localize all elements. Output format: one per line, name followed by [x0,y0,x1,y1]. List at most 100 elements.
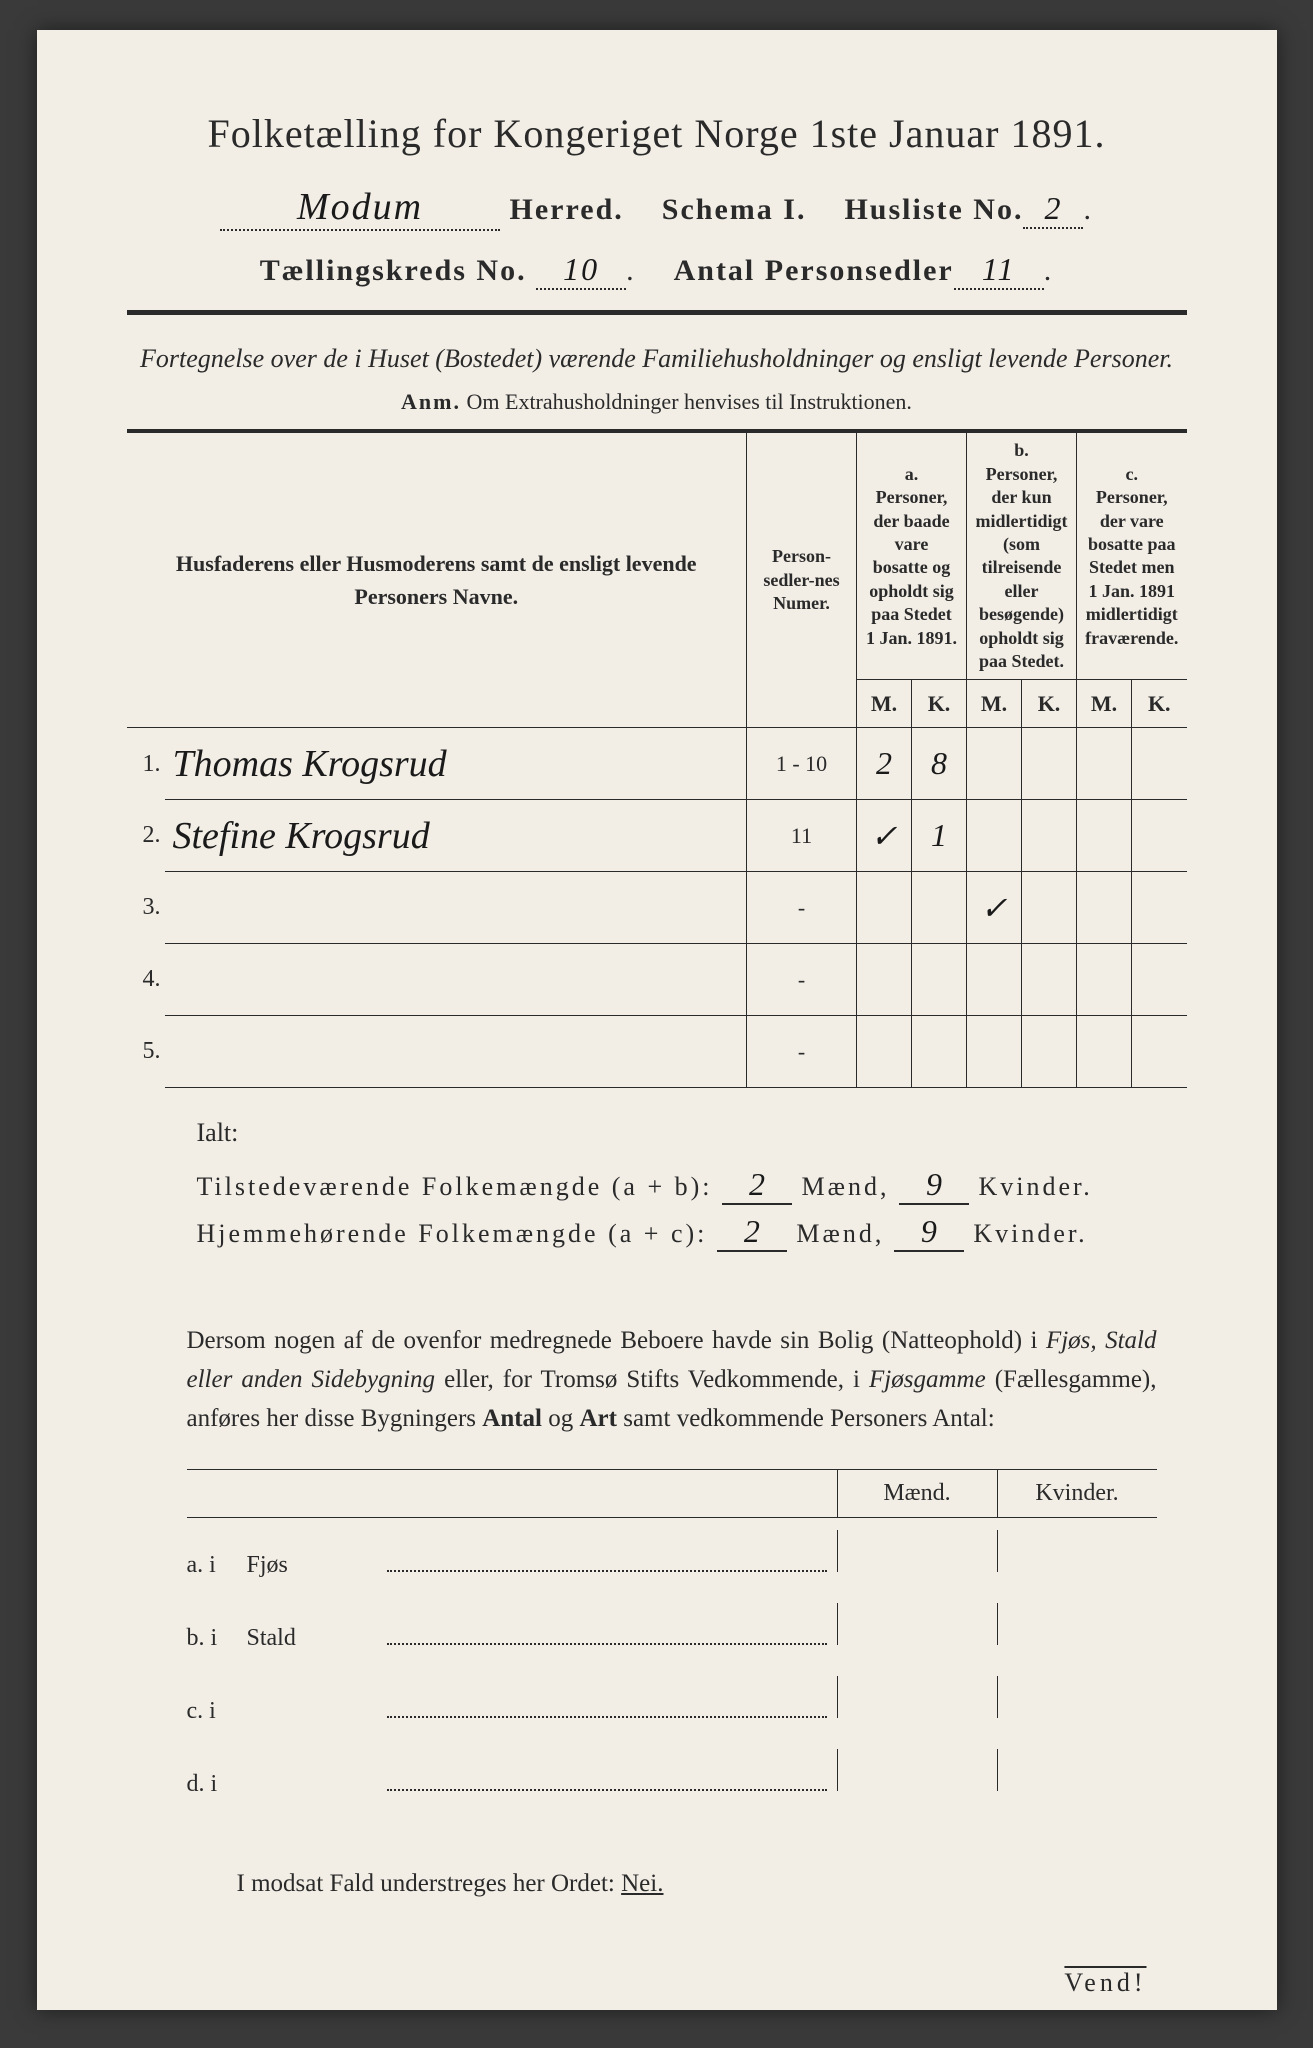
schema-label: Schema I. [662,193,807,226]
table-row: 1.Thomas Krogsrud1 - 1028 [127,728,1187,800]
dotted-line [387,1548,827,1572]
col-b-m: M. [967,680,1022,728]
building-paragraph: Dersom nogen af de ovenfor medregnede Be… [187,1322,1157,1438]
sum2-label: Hjemmehørende Folkemængde (a + c): [197,1219,708,1248]
col-b-k: K. [1022,680,1077,728]
anm-label: Anm. [401,389,461,414]
row-name: Thomas Krogsrud [165,728,747,800]
row-c-k [1132,944,1187,1016]
row-b-m [967,800,1022,872]
row-b-k [1022,944,1077,1016]
census-form-page: Folketælling for Kongeriget Norge 1ste J… [37,30,1277,2010]
vend-label: Vend! [127,1968,1147,1998]
bldg-row-k [997,1676,1157,1718]
row-c-m [1077,800,1132,872]
anm-text: Om Extrahusholdninger henvises til Instr… [467,389,912,414]
para-b2: Art [580,1405,617,1432]
bldg-row-type: Stald [247,1625,387,1652]
row-a-k: 8 [912,728,967,800]
sum1-label: Tilstedeværende Folkemængde (a + b): [197,1172,713,1201]
col-header-name-text: Husfaderens eller Husmoderens samt de en… [176,551,697,609]
ialt-label: Ialt: [197,1118,1187,1148]
col-b-tag: b. [975,439,1068,462]
husliste-value: 2 [1023,190,1083,229]
nei-word: Nei. [621,1870,663,1897]
sum2-m: 2 [717,1213,787,1252]
row-number: 5. [127,1016,165,1088]
row-b-k [1022,1016,1077,1088]
intro-text: Fortegnelse over de i Huset (Bostedet) v… [127,341,1187,377]
row-number: 2. [127,800,165,872]
row-b-k [1022,728,1077,800]
col-c-m: M. [1077,680,1132,728]
husliste-label: Husliste No. [844,193,1023,226]
row-name [165,872,747,944]
table-row: 5. - [127,1016,1187,1088]
bldg-row-k [997,1530,1157,1572]
row-pnum: 11 [747,800,857,872]
row-c-m [1077,1016,1132,1088]
antal-label: Antal Personsedler [674,254,954,287]
bldg-row-m [837,1603,997,1645]
bldg-row-m [837,1676,997,1718]
row-a-m [857,944,912,1016]
row-b-m: ✓ [967,872,1022,944]
row-c-k [1132,728,1187,800]
row-a-m: 2 [857,728,912,800]
row-a-k [912,872,967,944]
dotted-line [387,1621,827,1645]
col-c-text: Personer, der vare bosatte paa Stedet me… [1085,486,1179,650]
bldg-col-maend: Mænd. [837,1470,997,1517]
row-name [165,1016,747,1088]
col-header-a: a. Personer, der baade vare bosatte og o… [857,431,967,679]
bldg-row-k [997,1749,1157,1791]
row-b-m [967,944,1022,1016]
para-b1: Antal [482,1405,542,1432]
bldg-row-label: b. i [187,1625,247,1652]
building-row: d. i [187,1737,1157,1810]
kvinder-label-2: Kvinder. [973,1219,1087,1248]
row-c-m [1077,872,1132,944]
sum-line-2: Hjemmehørende Folkemængde (a + c): 2 Mæn… [197,1213,1187,1252]
row-number: 4. [127,944,165,1016]
row-b-m [967,1016,1022,1088]
row-number: 1. [127,728,165,800]
row-c-k [1132,1016,1187,1088]
row-a-m: ✓ [857,800,912,872]
sum1-m: 2 [722,1166,792,1205]
row-number: 3. [127,872,165,944]
modsat-line: I modsat Fald understreges her Ordet: Ne… [237,1870,1187,1898]
para-it2: Fjøsgamme [869,1366,986,1393]
table-row: 3. - ✓ [127,872,1187,944]
row-a-k [912,1016,967,1088]
col-a-tag: a. [865,463,958,486]
row-a-m [857,872,912,944]
table-row: 4. - [127,944,1187,1016]
dotted-line [387,1694,827,1718]
row-c-k [1132,872,1187,944]
bldg-row-label: a. i [187,1552,247,1579]
row-a-k: 1 [912,800,967,872]
antal-value: 11 [954,251,1044,290]
row-pnum: - [747,1016,857,1088]
kreds-line: Tællingskreds No. 10. Antal Personsedler… [127,251,1187,290]
bldg-row-m [837,1749,997,1791]
kreds-label: Tællingskreds No. [260,254,527,287]
row-pnum: - [747,944,857,1016]
para-t5: samt vedkommende Personers Antal: [617,1405,995,1432]
kreds-value: 10 [536,251,626,290]
building-table: Mænd. Kvinder. a. iFjøsb. iStaldc. id. i [187,1469,1157,1810]
col-a-m: M. [857,680,912,728]
building-row: c. i [187,1664,1157,1737]
maend-label-2: Mænd, [796,1219,884,1248]
herred-value: Modum [220,185,500,231]
modsat-text: I modsat Fald understreges her Ordet: [237,1870,622,1897]
row-pnum: - [747,872,857,944]
sum2-k: 9 [894,1213,964,1252]
page-title: Folketælling for Kongeriget Norge 1ste J… [127,110,1187,157]
herred-line: Modum Herred. Schema I. Husliste No.2. [127,185,1187,231]
kvinder-label: Kvinder. [978,1172,1092,1201]
sum-line-1: Tilstedeværende Folkemængde (a + b): 2 M… [197,1166,1187,1205]
row-a-k [912,944,967,1016]
row-c-m [1077,728,1132,800]
